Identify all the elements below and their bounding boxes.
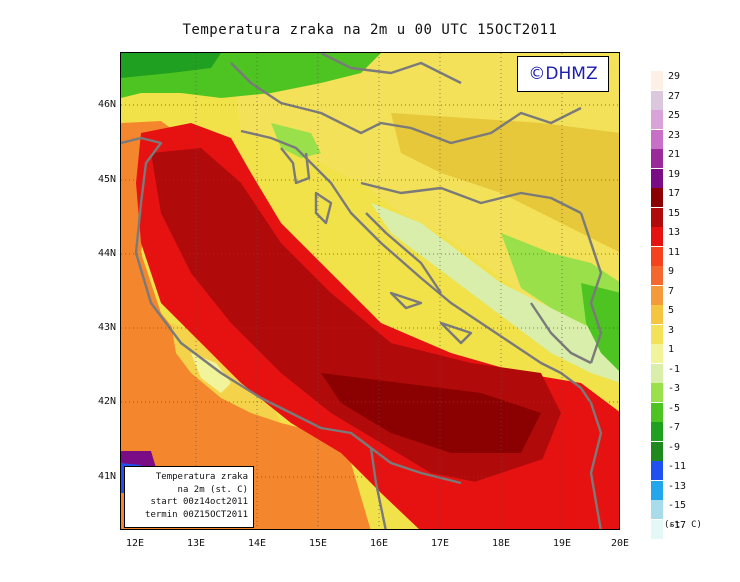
x-tick-14e: 14E	[247, 538, 267, 549]
info-line-start: start 00z14oct2011	[150, 497, 248, 507]
copyright-badge: ©DHMZ	[517, 56, 609, 92]
field-italy-light	[191, 353, 231, 393]
legend-swatch	[651, 344, 663, 363]
legend-swatch	[651, 363, 663, 383]
x-tick-16e: 16E	[369, 538, 389, 549]
legend-swatch	[651, 461, 663, 480]
island-dalmatia-2	[439, 321, 473, 345]
legend-label: -3	[668, 383, 681, 394]
legend-label: -1	[668, 363, 681, 375]
y-tick-44n: 44N	[97, 248, 116, 259]
legend-label: 13	[668, 227, 681, 238]
field-italy-yellow	[171, 323, 281, 423]
legend-label: 29	[668, 71, 681, 82]
x-tick-17e: 17E	[430, 538, 450, 549]
temperature-map	[120, 52, 620, 530]
legend-label: 11	[668, 246, 681, 258]
legend-label: 9	[668, 266, 675, 277]
border-montenegro	[530, 302, 592, 365]
coastline-croatia	[240, 129, 592, 404]
legend-label: -13	[668, 480, 687, 492]
legend-swatch	[651, 227, 663, 246]
info-box: Temperatura zraka na 2m (st. C) start 00…	[124, 466, 254, 528]
x-tick-12e: 12E	[125, 538, 145, 549]
legend-swatch	[651, 90, 663, 110]
coastline-layer	[121, 53, 603, 529]
x-tick-13e: 13E	[186, 538, 206, 549]
map-canvas	[121, 53, 619, 529]
map-title: Temperatura zraka na 2m u 00 UTC 15OCT20…	[182, 22, 558, 38]
border-austria	[320, 53, 462, 85]
legend-label: 27	[668, 90, 681, 102]
field-alps-lightgreen	[121, 53, 221, 78]
legend-label: 3	[668, 324, 675, 336]
coastline-italy-south	[369, 447, 387, 529]
legend-swatch	[651, 305, 663, 324]
info-line-termin: termin 00Z15OCT2011	[145, 509, 248, 520]
border-serbia	[579, 212, 603, 364]
legend-swatch	[651, 285, 663, 305]
x-tick-19e: 19E	[552, 538, 572, 549]
legend-swatch	[651, 383, 663, 402]
island-dalmatia-1	[389, 291, 423, 310]
legend-label: 5	[668, 305, 675, 316]
x-tick-18e: 18E	[491, 538, 511, 549]
field-adriatic-maroon	[321, 373, 541, 453]
info-line-units: na 2m (st. C)	[177, 484, 248, 495]
y-tick-42n: 42N	[97, 396, 116, 407]
field-se-red	[422, 413, 619, 529]
legend-swatch	[651, 168, 663, 188]
legend-swatch	[651, 480, 663, 500]
border-bosnia-north	[360, 181, 582, 215]
legend-label: -17	[668, 519, 687, 531]
legend-label: -5	[668, 402, 681, 414]
border-albania	[589, 402, 603, 529]
coastline-istria	[280, 147, 311, 185]
legend-swatch	[651, 402, 663, 422]
legend-swatch	[651, 71, 663, 90]
legend-label: 1	[668, 344, 675, 355]
legend-label: 25	[668, 110, 681, 121]
legend-swatch	[651, 188, 663, 207]
legend-label: 19	[668, 168, 681, 180]
field-italy-orange	[121, 121, 371, 529]
legend-label: 7	[668, 285, 675, 297]
legend-label: -15	[668, 500, 687, 511]
legend-label: 21	[668, 149, 681, 160]
x-tick-15e: 15E	[308, 538, 328, 549]
legend-swatch	[651, 207, 663, 227]
border-hungary	[410, 106, 582, 145]
legend-swatch	[651, 149, 663, 168]
legend-swatch	[651, 129, 663, 149]
legend-swatch	[651, 266, 663, 285]
legend-swatch	[651, 324, 663, 344]
graticule	[121, 53, 619, 529]
island-krk	[314, 191, 333, 225]
y-tick-46n: 46N	[97, 99, 116, 110]
info-line-variable: Temperatura zraka	[155, 472, 248, 482]
y-tick-45n: 45N	[97, 174, 116, 185]
border-slovenia	[230, 62, 412, 135]
legend-label: 15	[668, 207, 681, 219]
legend-label: 17	[668, 188, 681, 199]
legend-swatch	[651, 519, 663, 539]
y-tick-43n: 43N	[97, 322, 116, 333]
legend-swatch	[651, 110, 663, 129]
legend-swatch	[651, 246, 663, 266]
legend-label: -9	[668, 441, 681, 453]
y-tick-41n: 41N	[97, 471, 116, 482]
x-tick-20e: 20E	[610, 538, 630, 549]
legend-label: 23	[668, 129, 681, 141]
coastline-italy	[121, 136, 462, 485]
legend-swatch	[651, 441, 663, 461]
border-bosnia-west	[365, 212, 442, 294]
legend-label: -7	[668, 422, 681, 433]
legend-swatch	[651, 500, 663, 519]
legend-units: (st. C)	[664, 520, 702, 530]
legend-swatch	[651, 422, 663, 441]
legend-label: -11	[668, 461, 687, 472]
